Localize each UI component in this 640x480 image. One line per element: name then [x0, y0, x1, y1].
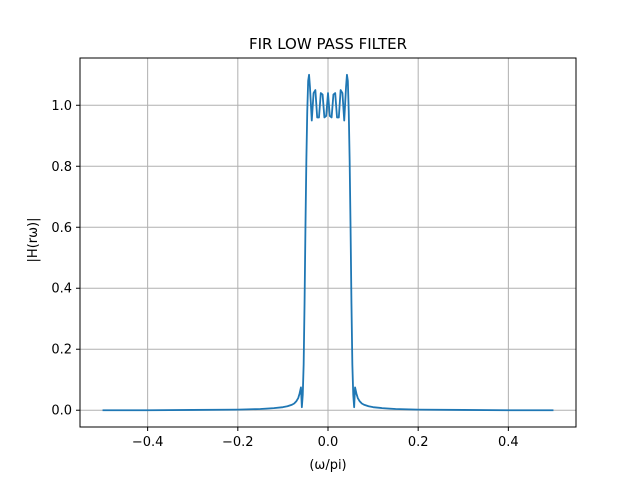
- x-tick-label: 0.4: [498, 435, 519, 450]
- y-axis-label: |H(rω)|: [26, 218, 41, 263]
- x-tick-label: 0.2: [408, 435, 429, 450]
- chart-title: FIR LOW PASS FILTER: [249, 35, 407, 53]
- x-tick-label: 0.0: [318, 435, 339, 450]
- x-axis-ticks: −0.4 −0.2 0.0 0.2 0.4: [132, 427, 519, 450]
- plot-area: [102, 73, 554, 412]
- y-tick-label: 0.0: [51, 404, 72, 419]
- x-tick-label: −0.2: [222, 435, 254, 450]
- x-tick-label: −0.4: [132, 435, 164, 450]
- y-axis-ticks: 0.0 0.2 0.4 0.6 0.8 1.0: [51, 99, 80, 419]
- y-tick-label: 0.4: [51, 282, 72, 297]
- y-tick-label: 1.0: [51, 99, 72, 114]
- y-tick-label: 0.6: [51, 221, 72, 236]
- series-line: [102, 73, 554, 412]
- x-axis-label: (ω/pi): [309, 458, 346, 473]
- y-tick-label: 0.2: [51, 343, 72, 358]
- y-tick-label: 0.8: [51, 160, 72, 175]
